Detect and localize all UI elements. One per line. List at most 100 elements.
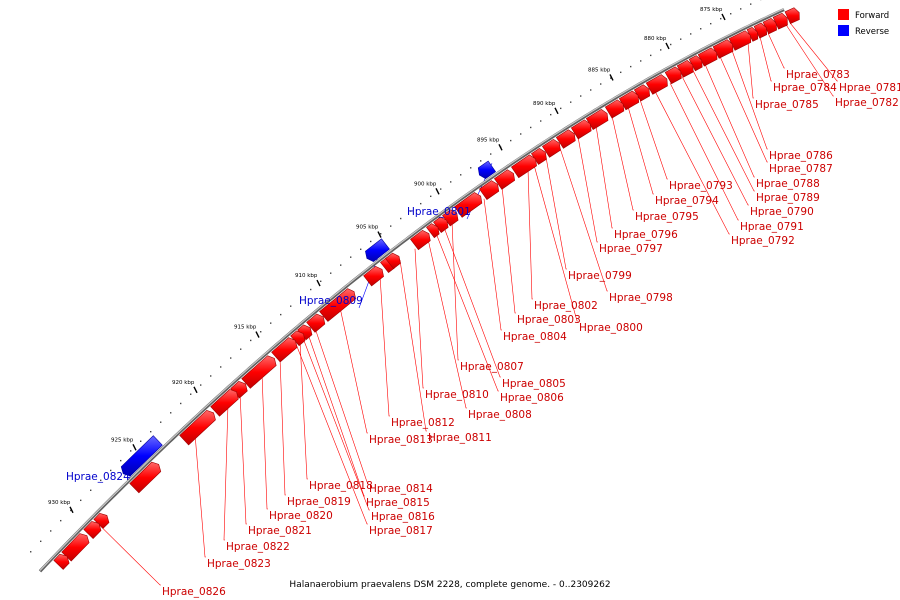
forward-leader-line: [239, 392, 247, 525]
forward-gene-label: Hprae_0818: [309, 480, 373, 492]
forward-leader-line: [302, 337, 370, 511]
ruler-tick-label: 915 kbp: [234, 325, 257, 331]
forward-gene-label: Hprae_0826: [162, 586, 226, 598]
legend-forward-swatch: [838, 9, 849, 20]
ruler-dot: [440, 188, 442, 190]
reverse-gene-block: [120, 435, 163, 477]
ruler-major-tick: [316, 279, 321, 287]
ruler-tick-label: 925 kbp: [111, 437, 134, 443]
forward-gene-block: [410, 229, 431, 251]
ruler-tick-label: 930 kbp: [48, 500, 71, 506]
ruler-dot: [720, 17, 722, 20]
ruler-dot: [580, 95, 582, 97]
ruler-dot: [70, 509, 72, 512]
forward-leader-line: [559, 147, 608, 292]
ruler-dot: [520, 133, 522, 135]
forward-gene-label: Hprae_0789: [756, 192, 820, 204]
ruler-dot: [740, 8, 742, 10]
ruler-dot: [710, 22, 712, 25]
forward-gene-block: [271, 337, 298, 363]
ruler-major-tick: [435, 187, 440, 195]
ruler-dot: [90, 489, 92, 491]
forward-gene-label: Hprae_0813: [369, 434, 433, 446]
forward-leader-line: [533, 164, 578, 322]
forward-leader-line: [747, 42, 754, 99]
forward-gene-label: Hprae_0783: [786, 69, 850, 81]
forward-gene-block: [585, 109, 609, 131]
forward-gene-label: Hprae_0804: [503, 331, 567, 343]
ruler-dot: [470, 167, 472, 169]
ruler-dot: [410, 210, 412, 212]
forward-leader-line: [595, 125, 613, 229]
legend: Forward Reverse: [838, 9, 889, 37]
ruler-major-tick: [377, 231, 382, 238]
forward-gene-block: [604, 99, 625, 119]
forward-gene-block: [772, 12, 788, 30]
forward-leader-line: [339, 307, 368, 434]
ruler-dot: [270, 322, 272, 324]
reverse-gene-label: Hprae_0801: [407, 206, 471, 218]
forward-leader-line: [759, 36, 772, 82]
ruler-major-tick: [498, 143, 503, 151]
forward-gene-label: Hprae_0822: [226, 541, 290, 553]
forward-gene-label: Hprae_0788: [756, 178, 820, 190]
forward-gene-block: [210, 389, 239, 417]
forward-leader-line: [785, 24, 834, 97]
ruler-tick-label: 890 kbp: [533, 101, 556, 107]
map-title: Halanaerobium praevalens DSM 2228, compl…: [289, 580, 610, 590]
forward-gene-label: Hprae_0807: [460, 361, 524, 373]
ruler-dot: [280, 313, 282, 316]
ruler-dot: [490, 153, 492, 155]
ruler-dot: [170, 412, 172, 414]
reverse-gene-block: [477, 160, 497, 179]
ruler-tick-label: 895 kbp: [477, 137, 500, 143]
genome-backbone: [38, 8, 785, 573]
forward-gene-block: [83, 521, 102, 540]
ruler-dot: [220, 366, 222, 368]
ruler-dot: [670, 43, 672, 46]
forward-gene-block: [433, 216, 449, 234]
forward-gene-block: [426, 223, 440, 239]
forward-leader-line: [669, 82, 739, 221]
ruler-major-tick: [193, 386, 198, 394]
forward-gene-label: Hprae_0797: [599, 243, 663, 255]
forward-gene-block: [530, 148, 547, 165]
forward-leader-line: [731, 50, 768, 150]
forward-gene-label: Hprae_0798: [609, 292, 673, 304]
ruler-major-tick: [132, 443, 137, 451]
ruler-dot: [690, 33, 692, 35]
ruler-dot: [450, 181, 452, 183]
forward-gene-block: [697, 47, 718, 67]
ruler-tick-label: 910 kbp: [295, 273, 318, 279]
forward-leader-line: [577, 136, 598, 243]
ruler-dot: [590, 89, 592, 91]
ruler-dot: [240, 348, 242, 350]
ruler-dot: [680, 38, 682, 40]
forward-leader-line: [451, 221, 459, 361]
ruler-dot: [360, 248, 362, 250]
forward-gene-label: Hprae_0794: [655, 195, 719, 207]
ruler-dot: [50, 530, 52, 532]
forward-gene-block: [93, 512, 110, 529]
forward-leader-line: [501, 186, 516, 314]
ruler-dot: [460, 174, 462, 176]
forward-leader-line: [99, 525, 161, 586]
forward-gene-block: [664, 66, 682, 85]
ruler-dot: [110, 469, 112, 472]
forward-gene-label: Hprae_0799: [568, 270, 632, 282]
forward-leader-line: [719, 56, 768, 163]
legend-reverse-label: Reverse: [855, 27, 889, 37]
forward-leader-line: [223, 403, 229, 541]
gene-labels: Hprae_0781 Hprae_0782 Hprae_0783Hprae_0784…: [66, 69, 900, 598]
ruler-dot: [570, 101, 572, 103]
forward-gene-block: [385, 252, 401, 270]
forward-gene-label: Hprae_0815: [366, 497, 430, 509]
ruler-dot: [510, 139, 512, 142]
forward-leader-line: [314, 327, 368, 483]
ruler-dot: [600, 83, 602, 85]
label-leader-lines: [99, 22, 838, 586]
forward-gene-label: Hprae_0781: [839, 82, 900, 94]
ruler-dot: [610, 77, 612, 79]
ruler-major-tick: [721, 13, 726, 21]
